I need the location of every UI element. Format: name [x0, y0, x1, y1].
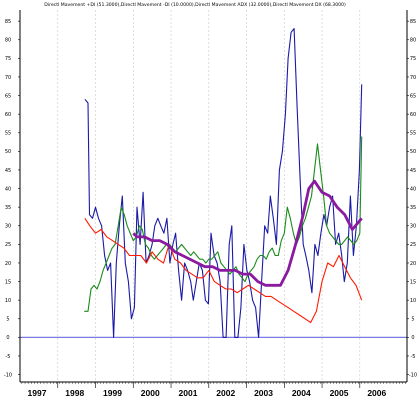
x-tick-label: 2002 [216, 388, 235, 398]
y-tick-label: 50 [5, 149, 11, 155]
y-tick-label-right: 80 [410, 38, 416, 44]
y-tick-label: 75 [5, 56, 11, 62]
series-line-dx [84, 28, 363, 338]
y-tick-label-right: 25 [410, 242, 416, 248]
y-tick-label-right: 5 [411, 317, 414, 323]
y-tick-label: 55 [5, 131, 11, 137]
y-tick-label-right: 30 [410, 224, 416, 230]
x-tick-labels: 1997 1998 1999 2000 2001 2002 2003 2004 2005 2006 [28, 388, 387, 398]
x-tick-label: 2005 [330, 388, 349, 398]
y-tick-label-right: 10 [410, 298, 416, 304]
y-tick-label: 0 [6, 335, 9, 341]
y-tick-label-right: 0 [411, 335, 414, 341]
y-tick-label-right: 20 [410, 261, 416, 267]
y-tick-label: 65 [5, 93, 11, 99]
y-tick-label-right: 15 [410, 279, 416, 285]
y-tick-label-right: -10 [409, 372, 417, 378]
series-line-minus_di [84, 217, 363, 324]
series-line-adx [132, 179, 363, 287]
y-tick-label-right: 55 [410, 131, 416, 137]
series-line-plus_di [84, 136, 363, 312]
y-tick-label: 10 [5, 298, 11, 304]
y-tick-label-right: 40 [410, 186, 416, 192]
series-layer [84, 28, 363, 338]
y-tick-label: 40 [5, 186, 11, 192]
x-tick-label: 2006 [367, 388, 386, 398]
x-tick-label: 2003 [254, 388, 273, 398]
y-tick-label: 45 [5, 168, 11, 174]
grid [57, 10, 361, 382]
y-tick-label: 20 [5, 261, 11, 267]
x-tick-label: 2004 [292, 388, 311, 398]
y-tick-label: 15 [5, 279, 11, 285]
y-tick-label-right: 85 [410, 19, 416, 25]
y-tick-label-right: 65 [410, 93, 416, 99]
x-tick-label: 1998 [65, 388, 84, 398]
x-tick-label: 1997 [28, 388, 47, 398]
y-tick-label: 85 [5, 19, 11, 25]
axes [18, 10, 409, 388]
x-tick-label: 1999 [103, 388, 122, 398]
y-tick-label-right: 35 [410, 205, 416, 211]
y-tick-label: 5 [6, 317, 9, 323]
y-tick-label: 60 [5, 112, 11, 118]
chart-title: Directl Mavement +DI (51.3000),Directl M… [44, 2, 346, 8]
x-tick-label: 2000 [141, 388, 160, 398]
y-tick-label: 70 [5, 75, 11, 81]
y-tick-label-right: 70 [410, 75, 416, 81]
y-tick-label: -5 [6, 354, 11, 360]
y-tick-label-right: 60 [410, 112, 416, 118]
x-tick-label: 2001 [179, 388, 198, 398]
y-tick-label: -10 [4, 372, 12, 378]
chart-title-group: Directl Mavement +DI (51.3000),Directl M… [44, 2, 346, 8]
y-tick-label-right: -5 [411, 354, 416, 360]
y-tick-label-right: 45 [410, 168, 416, 174]
y-tick-label: 80 [5, 38, 11, 44]
y-tick-label: 30 [5, 224, 11, 230]
y-tick-label: 25 [5, 242, 11, 248]
y-tick-label-right: 75 [410, 56, 416, 62]
y-tick-label: 35 [5, 205, 11, 211]
y-tick-label-right: 50 [410, 149, 416, 155]
